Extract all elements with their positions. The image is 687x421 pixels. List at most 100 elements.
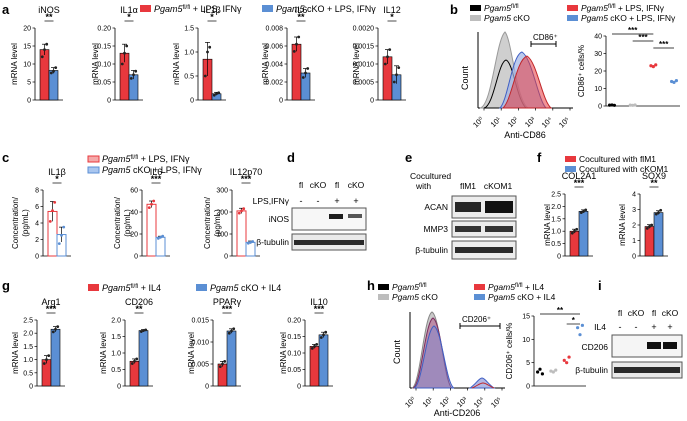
scatter-b-point-group-3 — [654, 63, 658, 67]
chart-g-3-bar-2 — [226, 330, 237, 387]
hist-b-red-curve — [501, 55, 553, 109]
legend-b: Pgam5fl/fl Pgam5 cKO Pgam5fl/fl + LPS, I… — [470, 3, 676, 23]
blot-i-sign-2: - — [635, 322, 638, 332]
panel-label-g: g — [2, 278, 10, 293]
chart-a-3-ytick-label: 1.0 — [184, 50, 194, 57]
blot-d-inos-band-4 — [348, 214, 362, 218]
scatter-h-ytick-label: 5 — [526, 360, 530, 367]
chart-a-1-point-1 — [43, 48, 46, 51]
chart-g-2-ytick-label: 0 — [117, 384, 121, 391]
chart-f-1-sig: *** — [574, 178, 585, 188]
chart-f-2-sig: ** — [650, 178, 658, 188]
chart-a-4-point-2 — [301, 76, 305, 79]
scatter-h-point-group-4 — [576, 326, 580, 330]
chart-a-4-ytick-label: 0.004 — [265, 62, 283, 69]
chart-c-3-ytick-label: 0 — [224, 254, 228, 261]
legend-b-item-4: Pgam5 cKO + LPS, IFNγ — [581, 13, 676, 23]
chart-f-2-point-2 — [654, 212, 658, 216]
chart-c-2-bar-1 — [146, 203, 157, 257]
chart-g-4-point-1 — [313, 345, 316, 348]
panel-label-i: i — [598, 278, 602, 293]
legend-swatch-red — [565, 156, 576, 162]
chart-g-3-ylabel: mRNA level — [187, 332, 196, 374]
blot-e-lane-1: flM1 — [460, 181, 476, 191]
chart-g-1-ytick-label: 0 — [29, 384, 33, 391]
panel-label-h: h — [367, 278, 375, 293]
blot-e-label-tubulin: β-tubulin — [415, 245, 448, 255]
chart-f-2-point-2 — [657, 211, 660, 215]
chart-f-2-ytick-label: 3 — [632, 207, 636, 214]
chart-g-4-point-2 — [319, 336, 323, 339]
chart-c-2-title: IL6 — [150, 167, 163, 177]
chart-a-5-ytick-label: 0 — [370, 98, 374, 105]
chart-f-1-ytick-label: 1.5 — [551, 216, 561, 223]
chart-g-3-point-2 — [232, 327, 236, 331]
chart-a-1-sig: ** — [45, 12, 53, 22]
chart-a-4-ytick-label: 0.006 — [265, 44, 283, 51]
chart-g-2-ylabel: mRNA level — [99, 332, 108, 374]
chart-c-2-ylabel-1: Concentration/ — [113, 196, 122, 249]
legend-c-item-2: Pgam5 cKO + LPS, IFNγ — [102, 165, 202, 175]
chart-a-1-point-2 — [52, 69, 55, 73]
legend-f-item-2: Cocultured with cKOM1 — [579, 164, 669, 174]
chart-c-1-ytick-label: 8 — [35, 188, 39, 195]
chart-g-2-point-2 — [139, 330, 143, 333]
hist-h-xlabel: Anti-CD206 — [434, 408, 481, 418]
chart-a-5-point-2 — [397, 66, 401, 69]
legend-swatch-red — [140, 5, 151, 12]
scatter-b-point-group-3 — [651, 65, 655, 69]
chart-c-1-title: IL1β — [48, 167, 66, 177]
chart-c-1-ytick-label: 4 — [35, 221, 39, 228]
chart-c-3-point-1 — [242, 207, 246, 211]
chart-a-5-ytick-label: 0.0005 — [353, 80, 375, 87]
chart-c-2-point-1 — [152, 199, 156, 203]
chart-a-3-point-1 — [208, 45, 212, 49]
chart-f-1-point-1 — [575, 227, 579, 231]
chart-a-4-point-2 — [306, 67, 310, 70]
chart-a-4-point-1 — [295, 42, 298, 46]
chart-f-1-ytick-label: 1.0 — [551, 229, 561, 236]
legend-a: Pgam5fl/fl + LPS, IFNγ Pgam5 cKO + LPS, … — [140, 4, 376, 14]
scatter-b-sig-2: *** — [638, 33, 648, 42]
chart-g-1-point-2 — [56, 325, 60, 328]
legend-a-item-2: Pgam5 cKO + LPS, IFNγ — [276, 4, 376, 14]
chart-c-3-title: IL12p70 — [230, 167, 263, 177]
chart-c-2-point-2 — [156, 237, 160, 240]
chart-a-5-point-1 — [386, 55, 389, 59]
chart-c-1-ytick-label: 6 — [35, 204, 39, 211]
blot-d-sign-3: + — [334, 196, 339, 206]
chart-f-1-bar-2 — [578, 211, 589, 257]
scatter-b-point-group-1 — [612, 103, 617, 107]
scatter-h-point-group-2 — [554, 368, 558, 372]
chart-a-5-ytick-label: 0.0015 — [353, 44, 375, 51]
chart-g-4-ytick-label: 0.20 — [287, 318, 301, 325]
legend-swatch-red — [88, 284, 99, 291]
chart-g-1-point-1 — [47, 354, 51, 358]
hist-b-xtick-label: 10³ — [523, 115, 537, 129]
blot-d-lane-2: cKO — [310, 180, 327, 190]
chart-a-1-ytick-label: 0 — [27, 98, 31, 105]
blot-e-label-acan: ACAN — [424, 202, 448, 212]
chart-f-1-point-2 — [579, 211, 583, 215]
chart-c-1-point-2 — [62, 225, 66, 229]
panel-label-c: c — [2, 150, 9, 165]
chart-f-2-title: SOX9 — [642, 171, 666, 181]
legend-swatch-blue — [565, 166, 576, 172]
legend-swatch-blue — [196, 284, 207, 291]
blot-d-inos-band-3 — [329, 214, 343, 219]
chart-c-1-point-1 — [51, 209, 54, 213]
hist-h-gate-label: CD206⁺ — [462, 315, 491, 324]
scatter-h-sig-2: * — [572, 316, 576, 325]
chart-f-1-ytick-label: 2.0 — [551, 204, 561, 211]
chart-c-3-point-2 — [251, 240, 255, 243]
chart-a-1-ytick-label: 20 — [23, 26, 31, 33]
chart-c-1-ytick-label: 0 — [35, 254, 39, 261]
chart-a-4-point-2 — [304, 71, 307, 75]
hist-h-xtick-label: 10⁰ — [403, 395, 417, 409]
scatter-b-sig-3: *** — [659, 40, 669, 49]
chart-c-1-ytick-label: 2 — [35, 237, 39, 244]
scatter-b-sig-1: *** — [628, 26, 638, 35]
chart-g-2-bar-2 — [138, 330, 149, 387]
